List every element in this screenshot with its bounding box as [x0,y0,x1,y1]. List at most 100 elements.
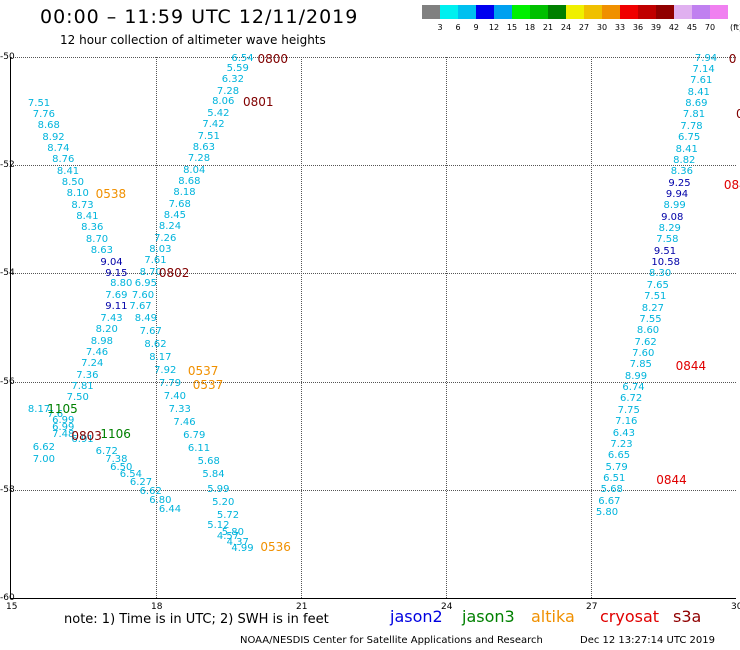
wave-height-value: 7.75 [617,404,640,416]
wave-height-value: 8.41 [687,86,710,98]
wave-height-value: 8.68 [37,120,60,132]
wave-height-value: 9.04 [100,256,123,268]
wave-height-value: 7.28 [187,153,211,165]
color-swatch [440,5,458,19]
wave-height-value: 6.51 [603,472,626,484]
wave-height-value: 4.99 [231,543,254,555]
wave-height-value: 8.80 [110,278,133,290]
wave-height-value: 8.03 [149,244,172,256]
wave-height-value: 7.62 [634,336,657,348]
grid-line-horizontal [11,489,736,491]
page-title: 00:00 – 11:59 UTC 12/11/2019 [40,6,359,28]
wave-height-value: 9.11 [105,301,128,313]
wave-height-value: 6.67 [598,495,621,507]
wave-height-value: 7.36 [76,369,99,381]
y-tick-label: -50 [0,52,15,62]
wave-height-value: 8.74 [47,142,70,154]
wave-height-value: 7.43 [100,312,123,324]
wave-height-value: 8.99 [663,200,686,212]
wave-height-value: 7.46 [85,346,109,358]
wave-height-value: 6.72 [620,393,643,405]
wave-height-value: 8.99 [624,370,648,382]
color-swatch [566,5,584,19]
pass-time-label: 0537 [187,364,219,379]
wave-height-value: 8.68 [178,175,201,187]
wave-height-value: 5.20 [212,496,235,508]
wave-height-value: 8.45 [163,210,186,222]
y-tick-label: -52 [0,160,15,171]
color-scale-label: 3 [437,23,443,32]
pass-time-label: 0802 [158,266,190,281]
wave-height-value: 5.80 [221,526,244,538]
wave-height-value: 6.11 [187,443,211,455]
color-scale-label: 12 [488,23,500,32]
x-tick-label: 27 [586,602,598,612]
wave-height-value: 7.60 [131,289,155,301]
grid-line-vertical [446,57,447,598]
wave-height-value: 7.65 [646,279,669,291]
map-plot-area: 6.54 5.59 6.32 7.28 8.06 5.42 7.42 7.51 8.63 7.28… [10,53,740,599]
wave-height-value: 7.46 [173,417,196,429]
wave-height-value: 7.24 [81,358,104,370]
wave-height-value: 6.50 [110,462,133,474]
wave-height-value: 8.62 [144,339,167,351]
pass-time-label: 0537 [192,378,224,393]
wave-height-value: 7.68 [168,198,191,210]
grid-line-horizontal [11,57,736,58]
wave-height-value: 8.20 [95,324,118,336]
wave-height-value: 8.76 [52,154,75,166]
pass-time-label: 0800 [257,51,289,66]
wave-height-value: 8.41 [56,165,80,177]
color-scale-label: 30 [596,23,608,32]
pass-time-label: 0803 [71,428,102,443]
wave-height-value: 8.73 [71,199,94,211]
color-scale-unit: (ft) [730,23,740,32]
page-subtitle: 12 hour collection of altimeter wave hei… [60,33,326,47]
color-swatch [458,5,476,19]
wave-height-value: 6.74 [622,382,645,394]
pass-time-label: 0844 [675,358,707,373]
wave-height-value: 5.59 [226,62,249,74]
color-scale-label: 33 [614,23,626,32]
wave-height-value: 7.61 [690,75,713,87]
wave-height-value: 6.54 [119,469,143,481]
x-tick-label: 18 [151,602,163,612]
grid-line-horizontal [11,381,736,383]
x-tick-label: 24 [441,602,453,612]
wave-height-value: 8.30 [649,268,672,280]
wave-height-value: 6.62 [32,441,56,453]
pass-time-label: 0801 [243,95,274,110]
wave-height-value: 7.76 [32,108,56,120]
pass-time-label: 0844 [656,472,687,487]
wave-height-value: 6.75 [678,132,701,144]
wave-height-value: 8.70 [139,266,162,278]
wave-height-value: 5.80 [595,507,619,519]
wave-height-value: 7.51 [197,130,220,142]
legend-s3a: s3a [673,607,702,626]
color-scale-label: 36 [632,23,644,32]
wave-height-value: 7.61 [144,255,167,267]
pass-time-label: 1105 [47,402,78,417]
wave-height-value: 9.94 [665,188,689,200]
color-scale-label: 42 [668,23,680,32]
color-scale-label: 21 [542,23,554,32]
color-swatch [548,5,566,19]
wave-height-value: 7.38 [105,454,128,466]
color-swatch [692,5,710,19]
wave-height-value: 7.92 [154,365,177,377]
grid-line-horizontal [11,273,736,275]
wave-height-value: 8.49 [134,313,157,325]
wave-height-value: 8.82 [673,154,696,166]
wave-height-value: 4.57 [216,530,240,542]
grid-line-vertical [301,57,302,598]
x-tick-label: 30 [731,602,740,612]
wave-height-value: 8.41 [675,143,698,155]
color-swatch [620,5,638,19]
color-scale-label: 24 [560,23,572,32]
color-scale-label: 70 [704,23,716,32]
color-swatch [494,5,512,19]
x-tick-label: 15 [6,602,18,612]
wave-height-value: 9.51 [653,245,677,257]
legend-jason3: jason3 [462,607,515,626]
wave-height-value: 8.69 [685,98,708,110]
